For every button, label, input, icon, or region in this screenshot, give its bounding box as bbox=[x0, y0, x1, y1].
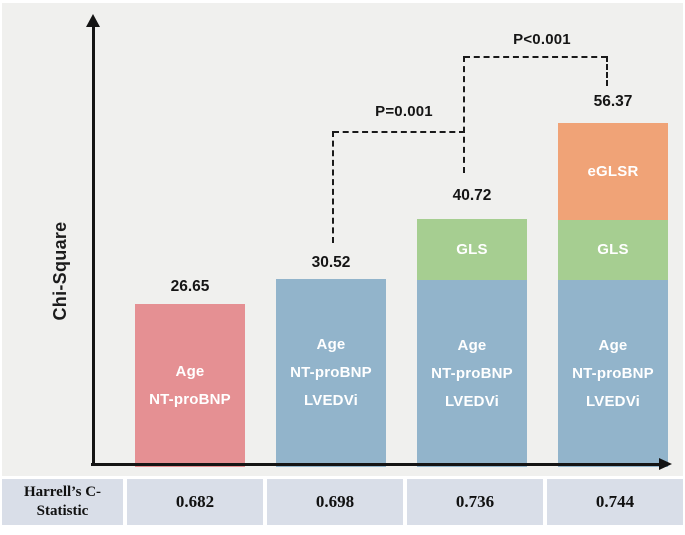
segment-label: Age bbox=[175, 362, 205, 380]
bracket-line bbox=[333, 131, 465, 133]
segment-label: NT-proBNP bbox=[149, 390, 231, 408]
segment-label: LVEDVi bbox=[445, 392, 499, 410]
table-cell: 0.744 bbox=[547, 479, 683, 525]
y-axis-title: Chi-Square bbox=[50, 221, 70, 321]
table-row-header-line: Harrell’s C- bbox=[23, 484, 102, 500]
bar-model-3: GLS Age NT-proBNP LVEDVi bbox=[417, 219, 527, 467]
bar-total-label: 56.37 bbox=[593, 93, 633, 110]
segment-label: Age bbox=[457, 336, 487, 354]
segment-base-model: Age NT-proBNP LVEDVi bbox=[417, 280, 527, 467]
bracket-line bbox=[463, 56, 465, 173]
y-axis bbox=[92, 25, 95, 465]
segment-label: Age bbox=[316, 336, 346, 353]
segment-label: NT-proBNP bbox=[431, 364, 513, 382]
table-row-header: Harrell’s C- Statistic bbox=[2, 479, 123, 525]
table-cell: 0.682 bbox=[127, 479, 263, 525]
y-axis-arrow-icon bbox=[86, 14, 100, 27]
bar-model-4: eGLSR GLS Age NT-proBNP LVEDVi bbox=[558, 123, 668, 467]
bracket-line bbox=[606, 56, 608, 86]
segment-label: Age bbox=[598, 336, 628, 354]
table-cell: 0.698 bbox=[267, 479, 403, 525]
segment-gls: GLS bbox=[558, 220, 668, 280]
bracket-line bbox=[464, 56, 607, 58]
bar-total-label: 26.65 bbox=[170, 278, 210, 295]
segment-label: NT-proBNP bbox=[572, 364, 654, 382]
p-value-label: P=0.001 bbox=[375, 103, 433, 120]
segment-label: LVEDVi bbox=[304, 392, 358, 409]
bar-total-label: 40.72 bbox=[452, 187, 492, 204]
x-axis-arrow-icon bbox=[659, 458, 672, 470]
segment-gls: GLS bbox=[417, 219, 527, 280]
segment-base-model: Age NT-proBNP bbox=[135, 304, 245, 467]
segment-eglsr: eGLSR bbox=[558, 123, 668, 220]
bar-total-label: 30.52 bbox=[311, 254, 351, 271]
segment-base-model: Age NT-proBNP LVEDVi bbox=[558, 280, 668, 467]
segment-label: NT-proBNP bbox=[290, 364, 372, 381]
bar-model-2: Age NT-proBNP LVEDVi bbox=[276, 279, 386, 467]
c-statistic-table: Harrell’s C- Statistic 0.682 0.698 0.736… bbox=[0, 479, 685, 525]
bracket-line bbox=[332, 131, 334, 243]
chart-area: Chi-Square Age NT-proBNP 26.65 Age NT-pr… bbox=[2, 3, 683, 476]
segment-label: GLS bbox=[597, 241, 629, 258]
segment-base-model: Age NT-proBNP LVEDVi bbox=[276, 279, 386, 467]
bar-model-1: Age NT-proBNP bbox=[135, 304, 245, 467]
p-value-label: P<0.001 bbox=[513, 31, 571, 48]
segment-label: GLS bbox=[456, 240, 488, 258]
segment-label: eGLSR bbox=[587, 162, 639, 180]
segment-label: LVEDVi bbox=[586, 392, 640, 410]
table-row-header-line: Statistic bbox=[36, 503, 89, 519]
x-axis bbox=[91, 463, 661, 466]
table-cell: 0.736 bbox=[407, 479, 543, 525]
